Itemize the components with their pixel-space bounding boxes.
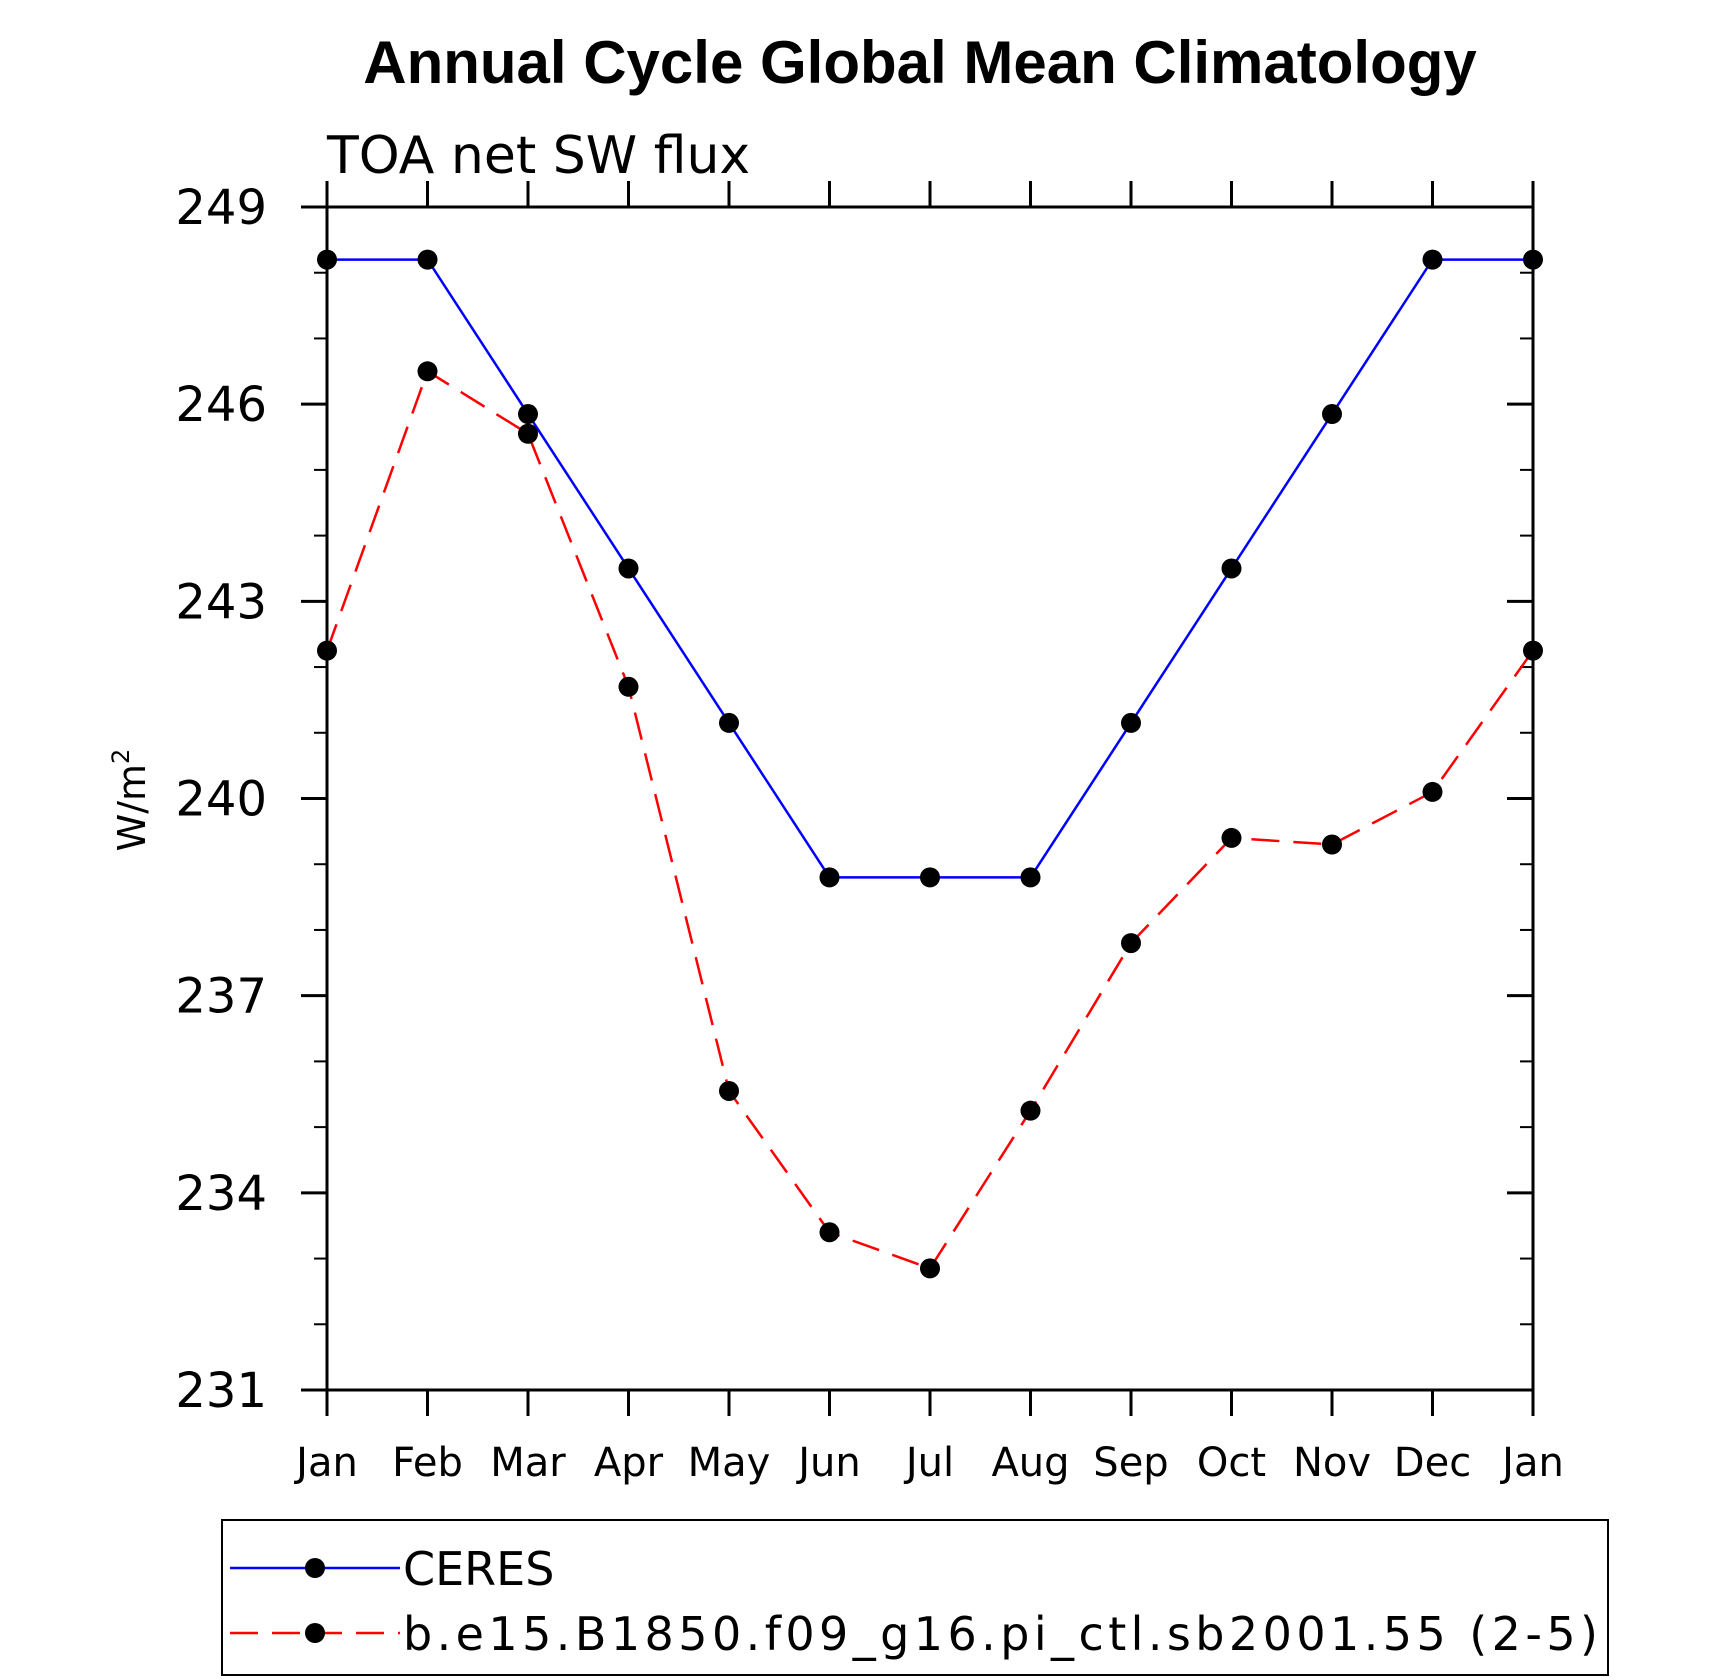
plot-frame bbox=[325, 205, 1535, 1392]
series-1-point bbox=[417, 361, 438, 382]
series-1-point bbox=[1121, 933, 1141, 954]
chart-subtitle: TOA net SW flux bbox=[326, 126, 750, 186]
series-0-point bbox=[1121, 712, 1141, 733]
series-1-point bbox=[819, 1222, 840, 1243]
series-0-point bbox=[618, 558, 639, 579]
x-tick-label: Oct bbox=[1197, 1440, 1266, 1486]
x-tick-label: Apr bbox=[594, 1440, 664, 1486]
series-1-point bbox=[719, 1080, 739, 1101]
legend-marker-1 bbox=[305, 1623, 325, 1643]
x-tick-label: Jan bbox=[293, 1440, 358, 1486]
series-1-point bbox=[920, 1258, 940, 1279]
y-axis-label-text: W/m bbox=[110, 764, 154, 851]
legend-label-0: CERES bbox=[403, 1542, 554, 1596]
y-tick-label: 237 bbox=[175, 969, 267, 1025]
series-1-point bbox=[518, 423, 538, 444]
series-0-point bbox=[417, 249, 438, 270]
y-tick-label: 231 bbox=[175, 1363, 267, 1419]
series-1-point bbox=[1221, 827, 1242, 848]
y-tick-label: 240 bbox=[175, 772, 267, 828]
x-tick-label: Dec bbox=[1394, 1440, 1471, 1486]
series-0-point bbox=[819, 867, 840, 888]
svg-text:W/m2: W/m2 bbox=[107, 749, 154, 852]
y-tick-label: 249 bbox=[175, 180, 267, 236]
legend-box bbox=[221, 1519, 1609, 1676]
series-0-point bbox=[1322, 404, 1342, 425]
y-axis-label: W/m2 bbox=[107, 749, 154, 852]
chart-title: Annual Cycle Global Mean Climatology bbox=[363, 29, 1477, 96]
legend-label-1: b.e15.B1850.f09_g16.pi_ctl.sb2001.55 (2-… bbox=[403, 1607, 1598, 1661]
legend-marker-0 bbox=[305, 1558, 325, 1578]
x-tick-label: Mar bbox=[490, 1440, 566, 1486]
x-tick-label: Jul bbox=[903, 1440, 954, 1486]
legend: CERES b.e15.B1850.f09_g16.pi_ctl.sb2001.5… bbox=[221, 1519, 1609, 1676]
series-0-point bbox=[1422, 249, 1443, 270]
series-0-point bbox=[1221, 558, 1242, 579]
series-0-point bbox=[920, 867, 940, 888]
x-tick-label: Jan bbox=[1499, 1440, 1564, 1486]
x-tick-label: Sep bbox=[1093, 1440, 1168, 1486]
x-tick-label: Aug bbox=[991, 1440, 1069, 1486]
series-1-point bbox=[1322, 834, 1342, 855]
series-line-0 bbox=[327, 258, 1533, 879]
y-tick-label: 234 bbox=[175, 1166, 267, 1222]
series-0-point bbox=[518, 404, 538, 425]
x-tick-label: Nov bbox=[1293, 1440, 1371, 1486]
series-0-point bbox=[1020, 867, 1041, 888]
series-1-point bbox=[1020, 1100, 1041, 1121]
y-tick-label: 243 bbox=[175, 574, 267, 630]
y-axis-label-superscript: 2 bbox=[107, 749, 135, 764]
series-1-point bbox=[618, 676, 639, 697]
series-0-point bbox=[719, 712, 739, 733]
x-tick-label: May bbox=[688, 1440, 771, 1486]
y-tick-label: 246 bbox=[175, 377, 267, 433]
x-tick-label: Feb bbox=[392, 1440, 463, 1486]
series-line-1 bbox=[325, 369, 1535, 1270]
x-tick-label: Jun bbox=[795, 1440, 861, 1486]
series-1-point bbox=[1422, 781, 1443, 802]
